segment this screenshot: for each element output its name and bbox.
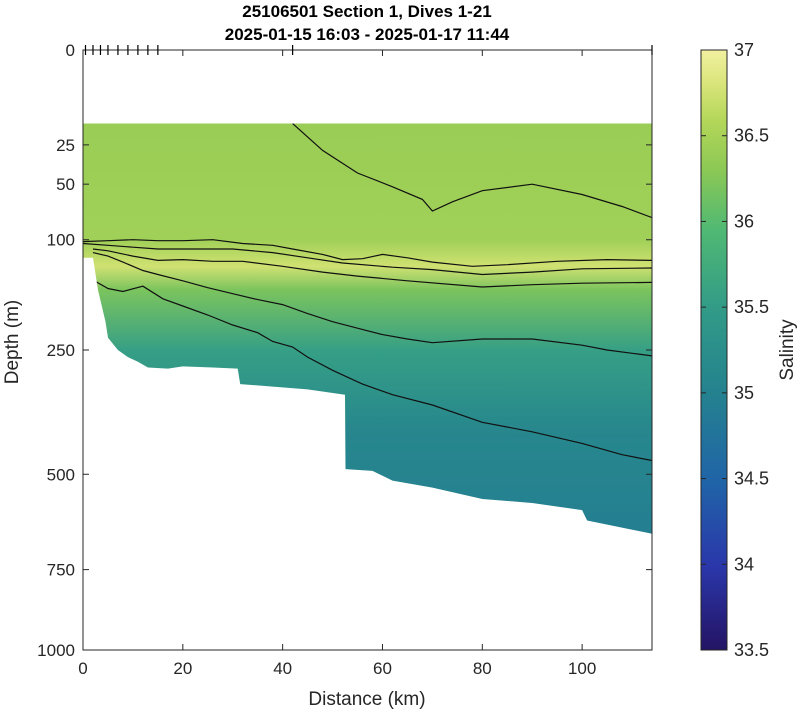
colorbar-scale	[700, 49, 728, 651]
contour-line	[92, 248, 652, 288]
x-tick-label: 80	[473, 659, 492, 678]
y-tick-label: 750	[47, 561, 75, 580]
colorbar-tick-label: 34	[734, 554, 754, 574]
x-axis-label: Distance (km)	[308, 689, 425, 710]
x-tick-label: 40	[273, 659, 292, 678]
y-tick-label: 100	[47, 231, 75, 250]
y-tick-label: 50	[56, 175, 75, 194]
colorbar-tick-label: 35.5	[734, 297, 769, 317]
y-axis-label: Depth (m)	[2, 300, 23, 384]
colorbar-label: Salinity	[777, 319, 798, 381]
contour-line	[83, 242, 652, 276]
contour-layer	[83, 123, 652, 462]
contour-line	[92, 279, 652, 462]
x-tick-label: 0	[78, 659, 87, 678]
dive-marks	[84, 45, 653, 55]
plot-area: 0 20 40 60 80 100 0 25 50 100 250 500 750 1000	[37, 41, 653, 678]
colorbar-tick-label: 36.5	[734, 126, 769, 146]
colorbar-tick-label: 35	[734, 383, 754, 403]
colorbar-ticks: 33.5 34 34.5 35 35.5 36 36.5 37	[701, 40, 769, 660]
x-axis-ticks: 0 20 40 60 80 100	[78, 50, 596, 678]
x-tick-label: 20	[173, 659, 192, 678]
y-tick-label: 500	[47, 465, 75, 484]
colorbar-tick-label: 34.5	[734, 469, 769, 489]
y-tick-label: 0	[66, 41, 75, 60]
chart-title: 25106501 Section 1, Dives 1-21	[242, 2, 492, 21]
x-tick-label: 60	[373, 659, 392, 678]
chart-subtitle: 2025-01-15 16:03 - 2025-01-17 11:44	[225, 25, 510, 44]
colorbar-tick-label: 33.5	[734, 640, 769, 660]
x-tick-label: 100	[568, 659, 596, 678]
contour-line	[92, 252, 652, 357]
y-tick-label: 250	[47, 341, 75, 360]
colorbar: 33.5 34 34.5 35 35.5 36 36.5 37 Salinity	[700, 40, 798, 660]
y-tick-label: 25	[56, 136, 75, 155]
colorbar-tick-label: 36	[734, 211, 754, 231]
y-tick-label: 1000	[37, 641, 75, 660]
contour-line	[83, 239, 652, 267]
y-axis-ticks: 0 25 50 100 250 500 750 1000	[37, 41, 652, 660]
contour-line	[292, 123, 652, 219]
colorbar-tick-label: 37	[734, 40, 754, 60]
